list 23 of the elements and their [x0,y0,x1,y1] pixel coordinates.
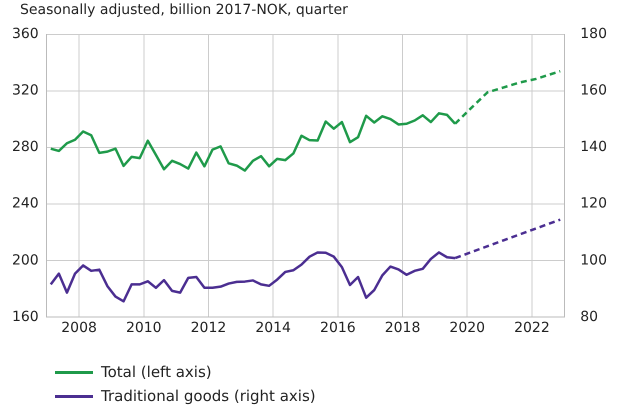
x-tick-label: 2020 [449,320,486,336]
y-tick-label: 240 [12,196,39,212]
y2-tick-label: 80 [580,308,598,325]
legend-label: Traditional goods (right axis) [101,387,316,405]
chart-subtitle: Seasonally adjusted, billion 2017-NOK, quarter [20,2,348,18]
y2-tick-label: 100 [580,252,608,268]
legend-label: Total (left axis) [101,363,212,381]
y-tick-label: 160 [12,308,39,325]
y-tick-label: 280 [12,139,39,156]
y-tick-label: 360 [12,26,39,42]
x-tick-label: 2018 [384,320,420,336]
y2-tick-label: 180 [580,26,608,42]
y-tick-label: 320 [12,82,39,99]
y2-tick-label: 140 [580,139,608,156]
x-tick-label: 2008 [61,320,97,336]
x-tick-label: 2010 [126,320,162,336]
x-tick-label: 2012 [190,320,226,336]
y2-tick-label: 160 [580,82,608,99]
y-tick-label: 200 [12,252,39,268]
x-tick-label: 2016 [320,320,356,336]
x-tick-label: 2014 [255,320,292,336]
x-tick-label: 2022 [514,320,550,336]
y2-tick-label: 120 [580,196,608,212]
